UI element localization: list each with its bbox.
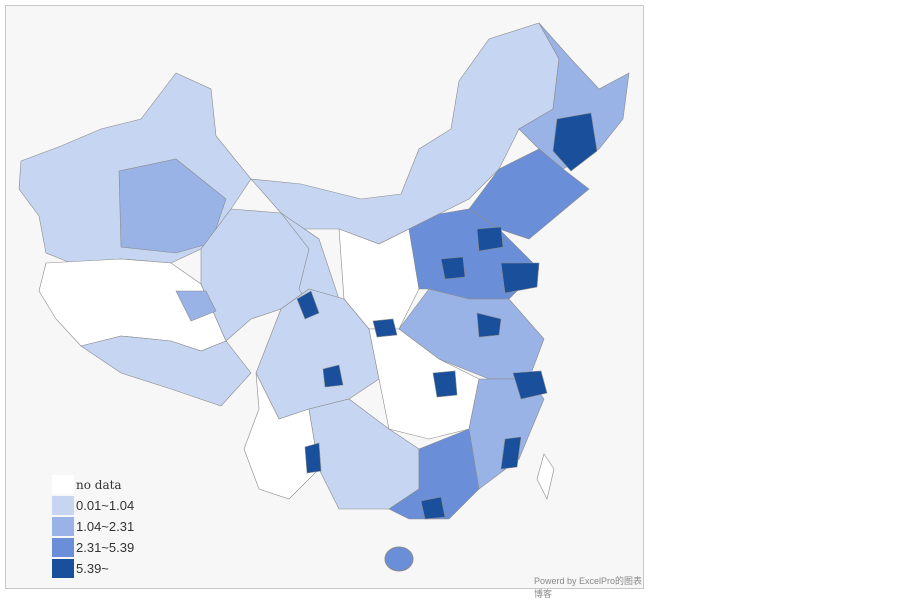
legend-label: 5.39~ xyxy=(76,561,109,576)
legend-item-2: 1.04~2.31 xyxy=(52,516,134,537)
map-region xyxy=(372,318,398,338)
legend-item-no-data: no data xyxy=(52,474,134,495)
map-region xyxy=(552,112,598,172)
map-region xyxy=(536,453,555,500)
map-region xyxy=(243,372,320,500)
credit-text: Powerd by ExcelPro的图表博客 xyxy=(534,576,643,599)
map-region xyxy=(432,370,458,398)
legend-swatch xyxy=(52,517,74,536)
map-region xyxy=(476,226,504,252)
legend: no data 0.01~1.04 1.04~2.31 2.31~5.39 5.… xyxy=(52,474,134,579)
legend-label: no data xyxy=(76,477,122,492)
legend-item-1: 0.01~1.04 xyxy=(52,495,134,516)
legend-swatch xyxy=(52,538,74,557)
map-region xyxy=(440,256,466,280)
map-region xyxy=(388,428,480,520)
map-region xyxy=(476,312,502,338)
map-region xyxy=(420,496,446,520)
legend-label: 0.01~1.04 xyxy=(76,498,135,513)
legend-swatch xyxy=(52,496,74,515)
map-frame: no data 0.01~1.04 1.04~2.31 2.31~5.39 5.… xyxy=(5,5,644,599)
map-region xyxy=(175,290,217,322)
map-region xyxy=(296,290,320,320)
legend-swatch xyxy=(52,475,74,494)
map-region xyxy=(500,262,540,294)
map-region xyxy=(500,436,522,470)
legend-swatch xyxy=(52,559,74,578)
legend-item-4: 5.39~ xyxy=(52,558,134,579)
map-region xyxy=(80,335,252,407)
choropleth-map xyxy=(18,22,630,572)
legend-item-3: 2.31~5.39 xyxy=(52,537,134,558)
legend-label: 1.04~2.31 xyxy=(76,519,135,534)
map-region xyxy=(512,370,548,400)
legend-label: 2.31~5.39 xyxy=(76,540,135,555)
map-region xyxy=(304,442,322,474)
map-region xyxy=(398,288,545,380)
map-region xyxy=(322,364,344,388)
map-region-hainan xyxy=(384,546,414,572)
